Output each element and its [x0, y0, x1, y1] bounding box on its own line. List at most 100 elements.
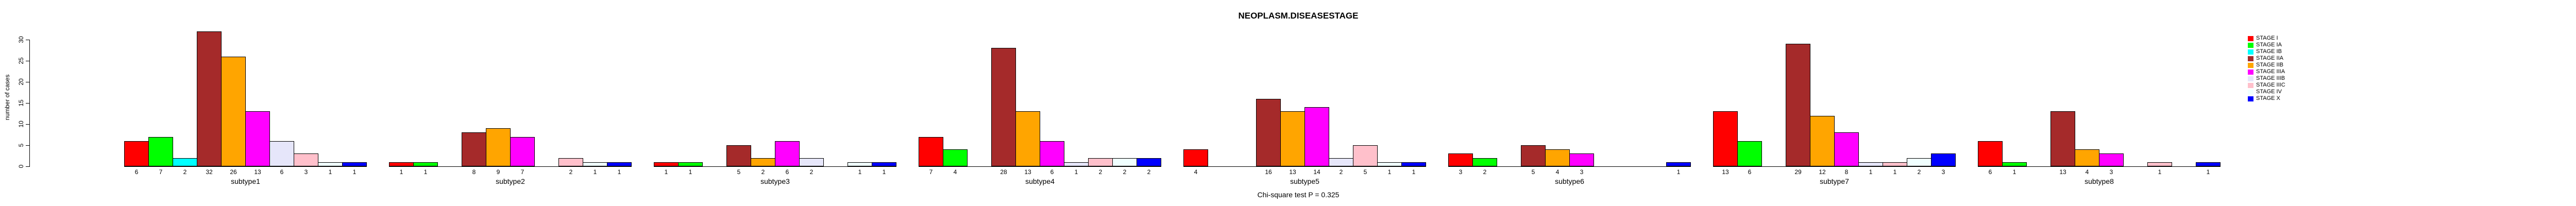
bar-value-label: 1: [423, 168, 428, 176]
legend-swatch: [2248, 62, 2253, 68]
legend-label: STAGE IIIC: [2256, 82, 2285, 88]
group-label-subtype3: subtype3: [760, 177, 790, 185]
bar-subtype7-stage-i: [1713, 111, 1738, 166]
bar-subtype5-stage-iib: [1280, 111, 1305, 166]
bar-group-subtype2: 1 1 8 9 7 2 1 1 subtype2: [389, 0, 632, 206]
bar-subtype8-stage-i: [1978, 141, 2003, 166]
x-axis-line: [654, 166, 896, 167]
bar-value-label: 32: [206, 168, 213, 176]
bar-subtype2-stage-x: [607, 162, 632, 166]
bar-value-label: 13: [1024, 168, 1031, 176]
bar-subtype1-stage-iiia: [245, 111, 270, 166]
bar-value-label: 1: [688, 168, 692, 176]
bar-subtype4-stage-iia: [991, 48, 1016, 166]
y-tick-label: 10: [18, 121, 25, 128]
bar-subtype2-stage-iib: [486, 128, 511, 166]
bar-subtype5-stage-iv: [1377, 162, 1402, 166]
bar-subtype5-stage-iiib: [1329, 158, 1353, 166]
x-axis-line: [1448, 166, 1691, 167]
bar-subtype4-stage-iib: [1015, 111, 1040, 166]
bar-value-label: 1: [593, 168, 597, 176]
bar-subtype5-stage-iiia: [1304, 107, 1329, 166]
bar-subtype2-stage-iv: [583, 162, 607, 166]
bar-value-label: 3: [1941, 168, 1945, 176]
bar-value-label: 4: [1194, 168, 1198, 176]
bar-value-label: 2: [1917, 168, 1921, 176]
bar-value-label: 8: [1844, 168, 1849, 176]
y-tick-label: 15: [18, 99, 25, 107]
legend: STAGE I STAGE IA STAGE IB STAGE IIA STAGE II…: [2248, 35, 2285, 102]
bar-value-label: 1: [2158, 168, 2162, 176]
bar-subtype4-stage-iiib: [1064, 162, 1089, 166]
legend-entry-stage-iib: STAGE IIB: [2248, 62, 2285, 68]
bar-subtype7-stage-iiib: [1858, 162, 1883, 166]
bar-subtype6-stage-iiia: [1569, 153, 1594, 166]
y-axis-title: number of cases: [4, 74, 11, 121]
legend-swatch: [2248, 42, 2253, 48]
bar-value-label: 2: [1483, 168, 1487, 176]
bar-subtype3-stage-iiia: [775, 141, 800, 166]
legend-entry-stage-iia: STAGE IIA: [2248, 55, 2285, 62]
bar-value-label: 4: [2085, 168, 2089, 176]
bar-value-label: 1: [617, 168, 621, 176]
bar-value-label: 14: [1313, 168, 1320, 176]
bar-subtype3-stage-iib: [751, 158, 775, 166]
legend-entry-stage-iiia: STAGE IIIA: [2248, 68, 2285, 75]
y-tick-label: 5: [18, 143, 25, 147]
bar-subtype6-stage-x: [1666, 162, 1691, 166]
bar-subtype4-stage-iv: [1112, 158, 1137, 166]
bar-value-label: 5: [1531, 168, 1535, 176]
legend-swatch: [2248, 96, 2253, 101]
legend-entry-stage-iiib: STAGE IIIB: [2248, 75, 2285, 82]
bar-value-label: 6: [1988, 168, 1992, 176]
bar-value-label: 1: [399, 168, 403, 176]
x-axis-line: [389, 166, 632, 167]
legend-swatch: [2248, 49, 2253, 55]
legend-label: STAGE IIA: [2256, 55, 2283, 61]
legend-entry-stage-x: STAGE X: [2248, 95, 2285, 102]
bar-value-label: 1: [1412, 168, 1416, 176]
y-tick-mark: [26, 103, 29, 104]
bar-subtype4-stage-iiia: [1040, 141, 1064, 166]
bar-subtype3-stage-ia: [678, 162, 703, 166]
bar-subtype1-stage-iv: [318, 162, 343, 166]
group-label-subtype5: subtype5: [1290, 177, 1319, 185]
chi-square-caption: Chi-square test P = 0.325: [1257, 191, 1340, 199]
bar-subtype1-stage-iiic: [294, 153, 318, 166]
bar-value-label: 2: [1098, 168, 1103, 176]
bar-value-label: 2: [1339, 168, 1343, 176]
bar-value-label: 1: [882, 168, 886, 176]
bar-value-label: 1: [2012, 168, 2016, 176]
bar-value-label: 3: [304, 168, 308, 176]
y-axis-line: [29, 40, 30, 167]
legend-swatch: [2248, 82, 2253, 88]
bar-value-label: 2: [569, 168, 573, 176]
bar-value-label: 13: [2059, 168, 2066, 176]
bar-group-subtype3: 1 1 5 2 6 2 1 1 subtype3: [654, 0, 896, 206]
bar-value-label: 1: [1893, 168, 1897, 176]
legend-entry-stage-iv: STAGE IV: [2248, 89, 2285, 95]
bar-subtype1-stage-ia: [148, 137, 173, 166]
bar-value-label: 3: [1580, 168, 1584, 176]
bar-subtype3-stage-x: [872, 162, 896, 166]
bar-value-label: 3: [1459, 168, 1463, 176]
bar-subtype6-stage-ia: [1472, 158, 1497, 166]
group-label-subtype4: subtype4: [1025, 177, 1055, 185]
bar-subtype8-stage-iiic: [2147, 162, 2172, 166]
bar-value-label: 6: [280, 168, 284, 176]
bar-subtype1-stage-iib: [221, 57, 246, 166]
legend-label: STAGE I: [2256, 35, 2278, 41]
bar-group-subtype7: 13 6 29 12 8 1 1 2 3 subtype7: [1713, 0, 1956, 206]
legend-label: STAGE IIIA: [2256, 68, 2285, 75]
bar-group-subtype8: 6 1 13 4 3 1 1 subtype8: [1978, 0, 2221, 206]
bar-value-label: 1: [1869, 168, 1873, 176]
bar-value-label: 2: [1147, 168, 1151, 176]
bar-value-label: 1: [664, 168, 668, 176]
bar-value-label: 16: [1265, 168, 1272, 176]
y-tick-label: 20: [18, 78, 25, 85]
bar-value-label: 6: [1748, 168, 1752, 176]
bar-subtype4-stage-iiic: [1088, 158, 1113, 166]
bar-value-label: 7: [929, 168, 933, 176]
bar-subtype3-stage-iiib: [799, 158, 824, 166]
